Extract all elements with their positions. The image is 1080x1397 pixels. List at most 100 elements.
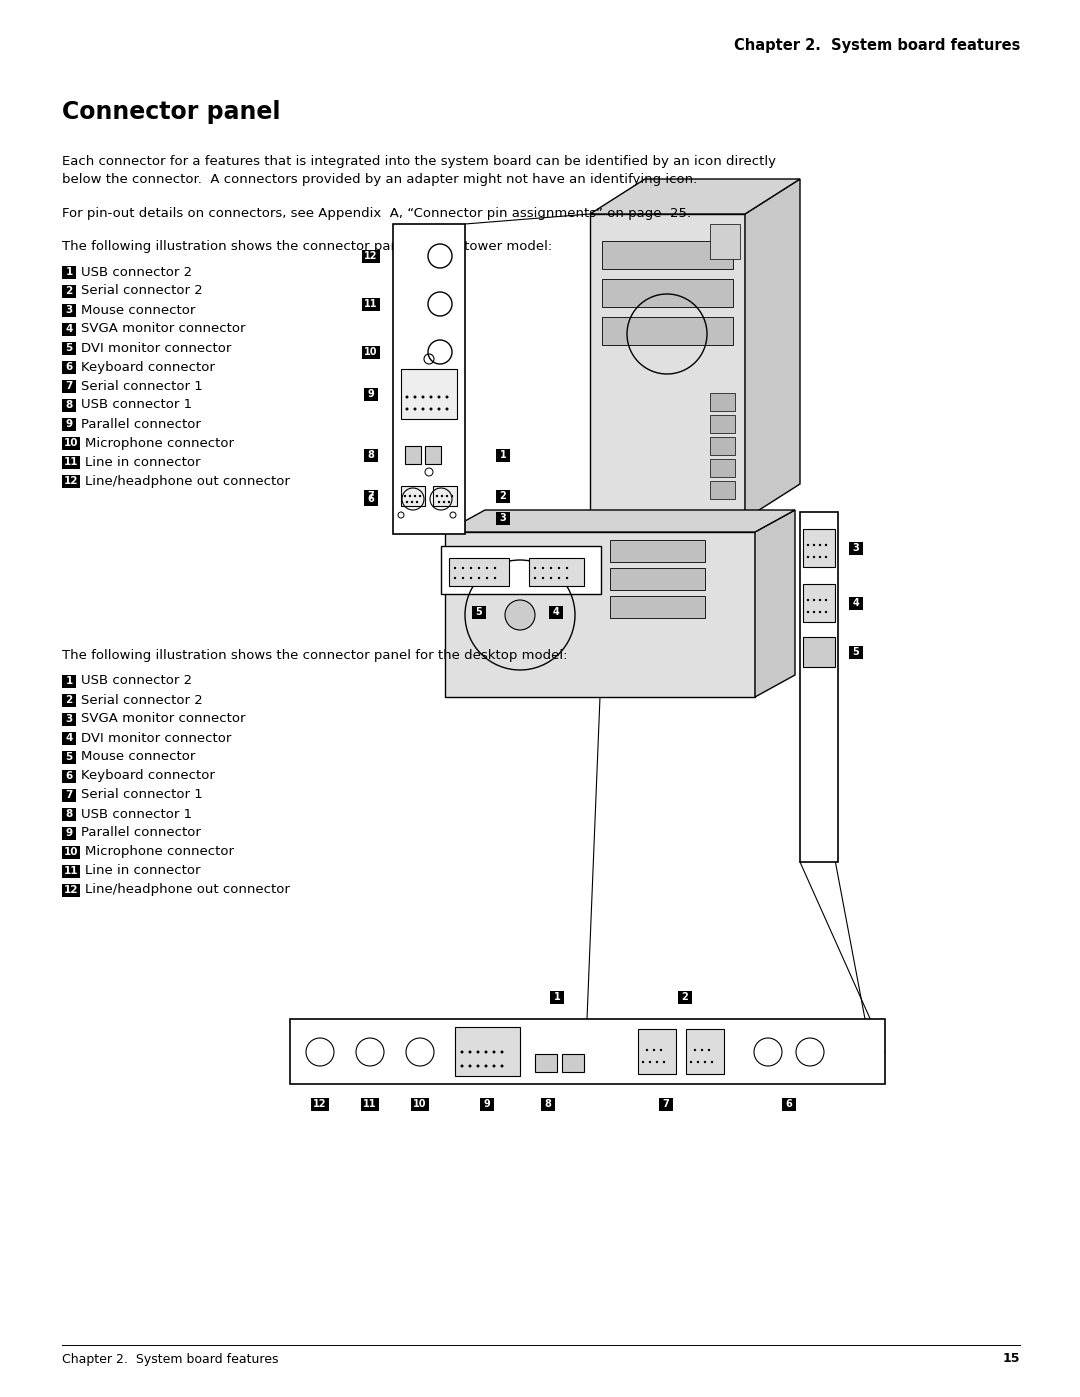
Text: Line/headphone out connector: Line/headphone out connector: [85, 883, 289, 897]
Text: Line/headphone out connector: Line/headphone out connector: [85, 475, 289, 488]
Text: Each connector for a features that is integrated into the system board can be id: Each connector for a features that is in…: [62, 155, 777, 168]
Text: 11: 11: [363, 1099, 377, 1109]
Polygon shape: [745, 179, 800, 520]
Circle shape: [454, 577, 456, 580]
Text: 2: 2: [66, 286, 72, 296]
Text: Keyboard connector: Keyboard connector: [81, 360, 215, 373]
Bar: [496, 511, 510, 524]
Text: 9: 9: [484, 1099, 490, 1109]
Text: USB connector 1: USB connector 1: [81, 398, 192, 412]
Circle shape: [492, 1065, 496, 1067]
Bar: [602, 279, 733, 307]
Circle shape: [557, 567, 561, 569]
Circle shape: [416, 500, 418, 503]
Bar: [311, 1098, 329, 1111]
Bar: [62, 303, 76, 317]
Circle shape: [807, 599, 809, 601]
Bar: [449, 557, 509, 585]
Text: DVI monitor connector: DVI monitor connector: [81, 732, 231, 745]
Bar: [804, 529, 835, 567]
Bar: [62, 807, 76, 820]
Circle shape: [470, 567, 472, 569]
Bar: [710, 460, 735, 476]
Circle shape: [494, 577, 496, 580]
Circle shape: [410, 500, 414, 503]
Text: 10: 10: [364, 346, 378, 358]
Text: 8: 8: [544, 1099, 552, 1109]
Circle shape: [437, 408, 441, 411]
Text: 10: 10: [414, 1099, 427, 1109]
Text: 6: 6: [367, 495, 375, 504]
Bar: [364, 493, 378, 506]
Text: 7: 7: [663, 1099, 670, 1109]
Bar: [710, 393, 735, 411]
Text: 12: 12: [64, 886, 78, 895]
Circle shape: [534, 577, 536, 580]
Circle shape: [557, 577, 561, 580]
Bar: [62, 845, 80, 859]
Bar: [849, 645, 863, 658]
Circle shape: [707, 1049, 711, 1051]
Circle shape: [819, 610, 821, 613]
Circle shape: [446, 408, 448, 411]
Polygon shape: [445, 510, 795, 532]
Text: 11: 11: [64, 866, 78, 876]
Bar: [441, 546, 600, 594]
Circle shape: [649, 1060, 651, 1063]
Bar: [710, 481, 735, 499]
Circle shape: [819, 556, 821, 559]
Circle shape: [652, 1049, 656, 1051]
Text: 3: 3: [852, 543, 860, 553]
Text: The following illustration shows the connector panel for the desktop model:: The following illustration shows the con…: [62, 650, 567, 662]
Circle shape: [405, 408, 408, 411]
Text: For pin-out details on connectors, see Appendix  A, “Connector pin assignments” : For pin-out details on connectors, see A…: [62, 207, 691, 219]
Text: Serial connector 2: Serial connector 2: [81, 285, 203, 298]
Circle shape: [462, 577, 464, 580]
Bar: [445, 532, 755, 697]
Bar: [562, 1053, 584, 1071]
Bar: [849, 597, 863, 609]
Bar: [411, 1098, 429, 1111]
Bar: [361, 1098, 379, 1111]
Circle shape: [469, 1051, 472, 1053]
Circle shape: [414, 395, 417, 398]
Circle shape: [646, 1049, 648, 1051]
Circle shape: [404, 495, 406, 497]
Circle shape: [500, 1051, 503, 1053]
Bar: [610, 597, 705, 617]
Bar: [364, 448, 378, 461]
Bar: [62, 883, 80, 897]
Circle shape: [660, 1049, 662, 1051]
Circle shape: [443, 500, 445, 503]
Text: Mouse connector: Mouse connector: [81, 303, 195, 317]
Bar: [362, 298, 380, 310]
Text: 7: 7: [367, 490, 375, 502]
Bar: [62, 455, 80, 468]
Bar: [62, 750, 76, 764]
Circle shape: [813, 556, 815, 559]
Bar: [804, 637, 835, 666]
Bar: [550, 990, 564, 1003]
Circle shape: [470, 577, 472, 580]
Bar: [401, 486, 426, 506]
Bar: [62, 323, 76, 335]
Bar: [678, 990, 692, 1003]
Bar: [659, 1098, 673, 1111]
Bar: [62, 788, 76, 802]
Circle shape: [819, 543, 821, 546]
Text: 5: 5: [852, 647, 860, 657]
Circle shape: [825, 556, 827, 559]
Bar: [782, 1098, 796, 1111]
Circle shape: [441, 495, 443, 497]
Text: 3: 3: [66, 714, 72, 724]
Circle shape: [406, 500, 408, 503]
Circle shape: [414, 408, 417, 411]
Bar: [710, 415, 735, 433]
Text: Serial connector 1: Serial connector 1: [81, 380, 203, 393]
Circle shape: [405, 395, 408, 398]
Text: Keyboard connector: Keyboard connector: [81, 770, 215, 782]
Circle shape: [469, 1065, 472, 1067]
Circle shape: [430, 408, 432, 411]
Circle shape: [414, 495, 416, 497]
Text: Microphone connector: Microphone connector: [85, 436, 234, 450]
